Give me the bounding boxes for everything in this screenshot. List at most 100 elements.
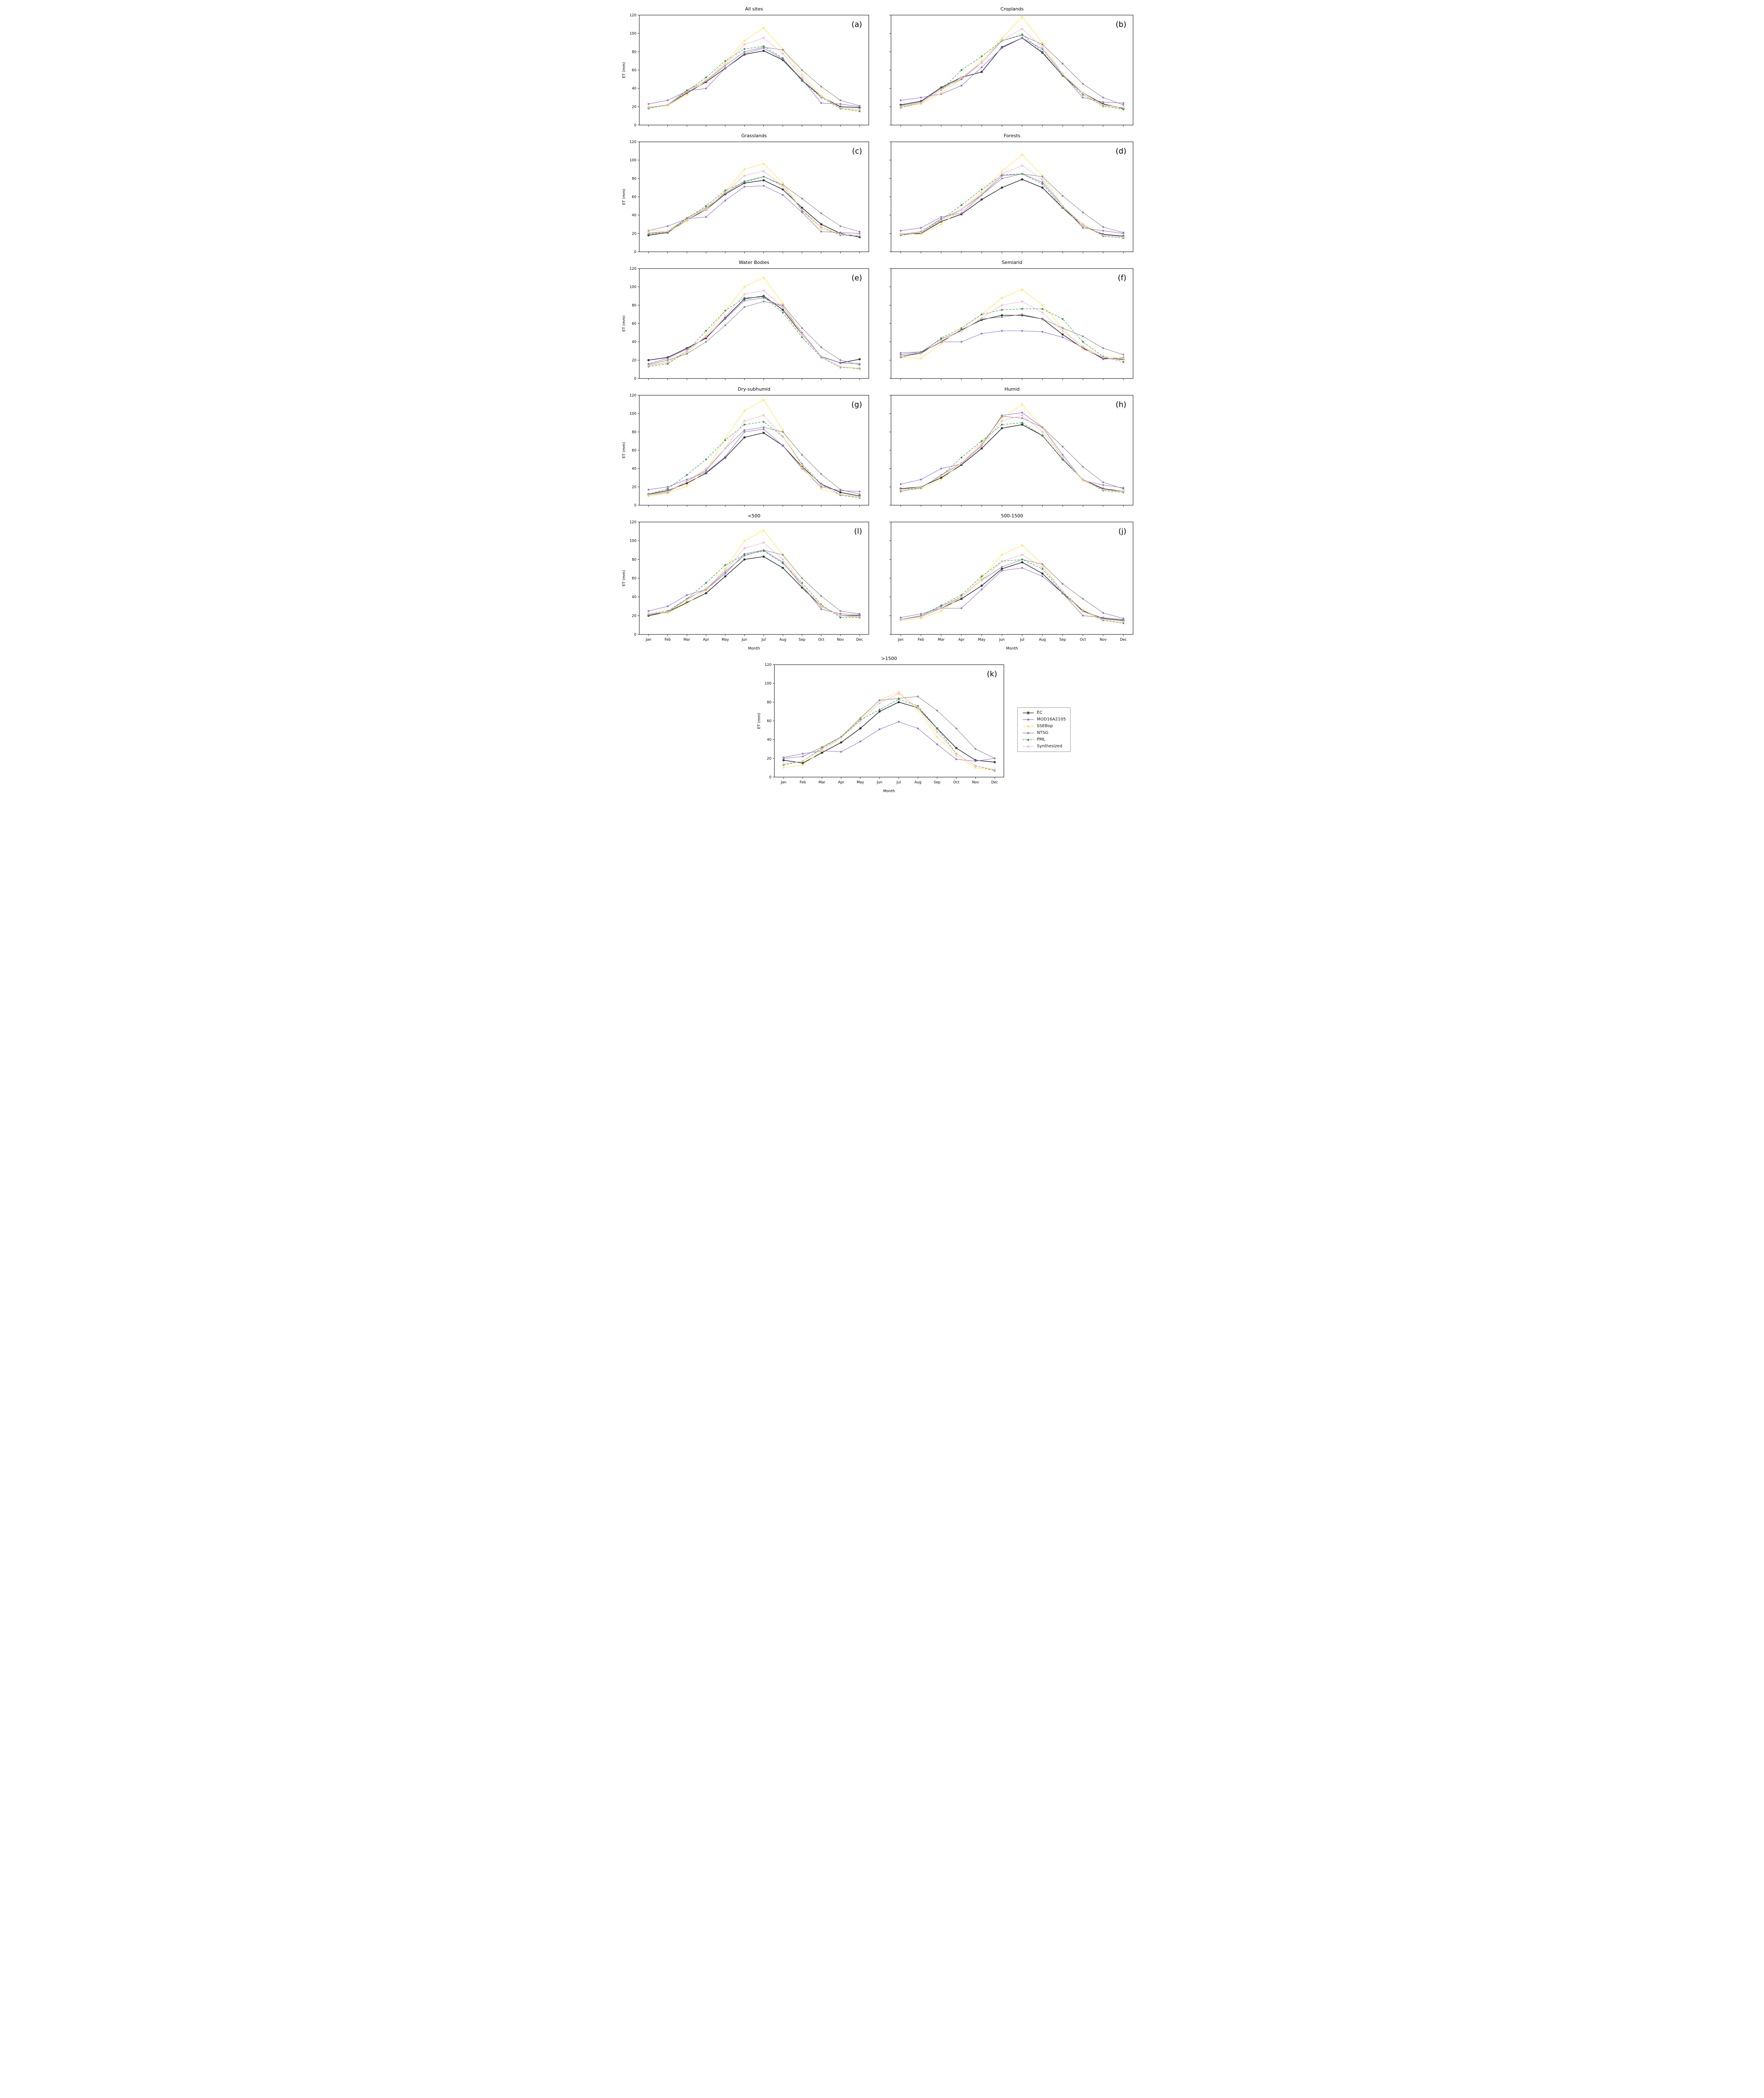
series-marker-PML — [1081, 94, 1084, 96]
series-marker-EC — [685, 601, 688, 604]
series-marker-SSEBop — [724, 437, 726, 439]
x-ticks: Jan Feb Mar Apr May Jun Jul Aug Sep Oct Nov Dec — [645, 634, 863, 642]
series-marker-Synthesized — [1041, 46, 1044, 49]
series-marker-SSEBop — [1021, 154, 1023, 156]
series-marker-MOD16A2105 — [1021, 37, 1023, 39]
series-marker-PML — [1061, 74, 1063, 77]
series-marker-NTSG — [801, 577, 803, 579]
series-marker-NTSG — [1021, 313, 1023, 316]
y-axis-label: ET (mm) — [622, 62, 626, 78]
series-marker-PML — [1041, 308, 1043, 310]
panel-letter-label: (e) — [851, 274, 862, 282]
series-marker-Synthesized — [1102, 356, 1105, 359]
series-line-NTSG — [648, 176, 860, 234]
series-marker-NTSG — [1021, 417, 1023, 419]
series-marker-PML — [1021, 33, 1023, 36]
series-marker-Synthesized — [685, 598, 688, 601]
series-marker-NTSG — [1122, 354, 1124, 356]
series-marker-MOD16A2105 — [858, 491, 860, 493]
series-marker-Synthesized — [980, 443, 983, 446]
series-line-Synthesized — [648, 542, 860, 617]
series-marker-MOD16A2105 — [899, 616, 902, 618]
legend-marker-Synthesized — [1026, 744, 1030, 748]
series-marker-EC — [858, 358, 861, 361]
legend-sample-Synthesized — [1022, 744, 1034, 748]
series-line-SSEBop — [648, 27, 860, 111]
series-marker-SSEBop — [782, 182, 784, 184]
panel-letter-label: (l) — [854, 527, 862, 536]
series-marker-MOD16A2105 — [743, 431, 745, 433]
series-marker-MOD16A2105 — [1081, 615, 1084, 617]
series-marker-PML — [743, 48, 745, 50]
series-marker-EC — [704, 592, 707, 595]
series-marker-Synthesized — [1041, 566, 1044, 569]
series-marker-EC — [897, 701, 900, 704]
legend-label-SSEBop: SSEBop — [1037, 723, 1053, 728]
series-marker-Synthesized — [781, 558, 784, 561]
series-marker-SSEBop — [820, 228, 822, 230]
series-marker-EC — [800, 206, 803, 209]
series-marker-PML — [724, 60, 726, 62]
x-ticks — [900, 252, 1123, 253]
series-marker-NTSG — [1122, 617, 1124, 620]
series-line-NTSG — [900, 314, 1123, 355]
y-tick-label: 40 — [767, 738, 771, 742]
series-marker-EC — [960, 598, 963, 600]
series-line-SSEBop — [783, 692, 995, 771]
panel-letter-label: (k) — [987, 670, 997, 678]
series-marker-PML — [936, 727, 938, 730]
series-Synthesized — [647, 414, 861, 498]
series-marker-Synthesized — [820, 95, 823, 98]
series-NTSG — [647, 300, 860, 366]
series-marker-EC — [1000, 427, 1003, 430]
series-marker-MOD16A2105 — [899, 354, 902, 356]
series-marker-MOD16A2105 — [839, 362, 842, 364]
series-marker-MOD16A2105 — [1041, 181, 1043, 183]
series-marker-MOD16A2105 — [1081, 227, 1084, 229]
y-tick-label: 100 — [629, 32, 636, 36]
series-marker-NTSG — [1001, 177, 1003, 180]
series-marker-NTSG — [1081, 211, 1084, 214]
x-tick-label: Jun — [998, 638, 1004, 642]
series-marker-Synthesized — [960, 595, 963, 598]
series-marker-PML — [1001, 423, 1003, 426]
series-marker-Synthesized — [666, 230, 669, 233]
series-marker-NTSG — [1061, 446, 1063, 448]
series-marker-NTSG — [743, 306, 745, 308]
series-marker-PML — [1122, 361, 1124, 363]
series-line-SSEBop — [648, 530, 860, 618]
series-line-PML — [900, 308, 1123, 363]
x-tick-label: Nov — [1100, 638, 1107, 642]
x-tick-label: Jan — [897, 638, 903, 642]
x-tick-label: Mar — [938, 638, 945, 642]
series-marker-MOD16A2105 — [705, 216, 707, 218]
series-marker-PML — [960, 327, 962, 329]
legend-item-EC: EC — [1022, 710, 1066, 715]
series-marker-NTSG — [955, 727, 957, 730]
series-marker-Synthesized — [1102, 618, 1105, 621]
x-ticks — [648, 378, 860, 380]
series-marker-EC — [839, 491, 842, 494]
x-tick-label: Mar — [683, 638, 690, 642]
series-marker-SSEBop — [1081, 225, 1084, 227]
series-marker-EC — [762, 50, 765, 52]
x-axis-label: Month — [1006, 647, 1018, 651]
series-marker-SSEBop — [940, 610, 942, 612]
panel-letter-label: (d) — [1115, 147, 1126, 156]
series-Synthesized — [899, 27, 1125, 109]
series-marker-PML — [705, 330, 707, 332]
series-marker-NTSG — [1081, 83, 1084, 85]
series-marker-Synthesized — [899, 355, 902, 358]
series-marker-EC — [762, 179, 765, 182]
series-marker-Synthesized — [704, 467, 707, 470]
series-marker-SSEBop — [1021, 289, 1023, 291]
series-marker-Synthesized — [858, 615, 861, 618]
legend-label-MOD16A2105: MOD16A2105 — [1037, 717, 1066, 722]
x-tick-label: Aug — [915, 780, 922, 785]
series-marker-SSEBop — [821, 750, 823, 752]
figure: All sites (a) 0 20 40 60 80 100 120 ET (mm) Cropl… — [618, 0, 1146, 799]
series-Synthesized — [647, 289, 861, 371]
series-marker-SSEBop — [743, 39, 745, 42]
series-marker-NTSG — [820, 595, 822, 597]
series-marker-Synthesized — [800, 208, 803, 211]
